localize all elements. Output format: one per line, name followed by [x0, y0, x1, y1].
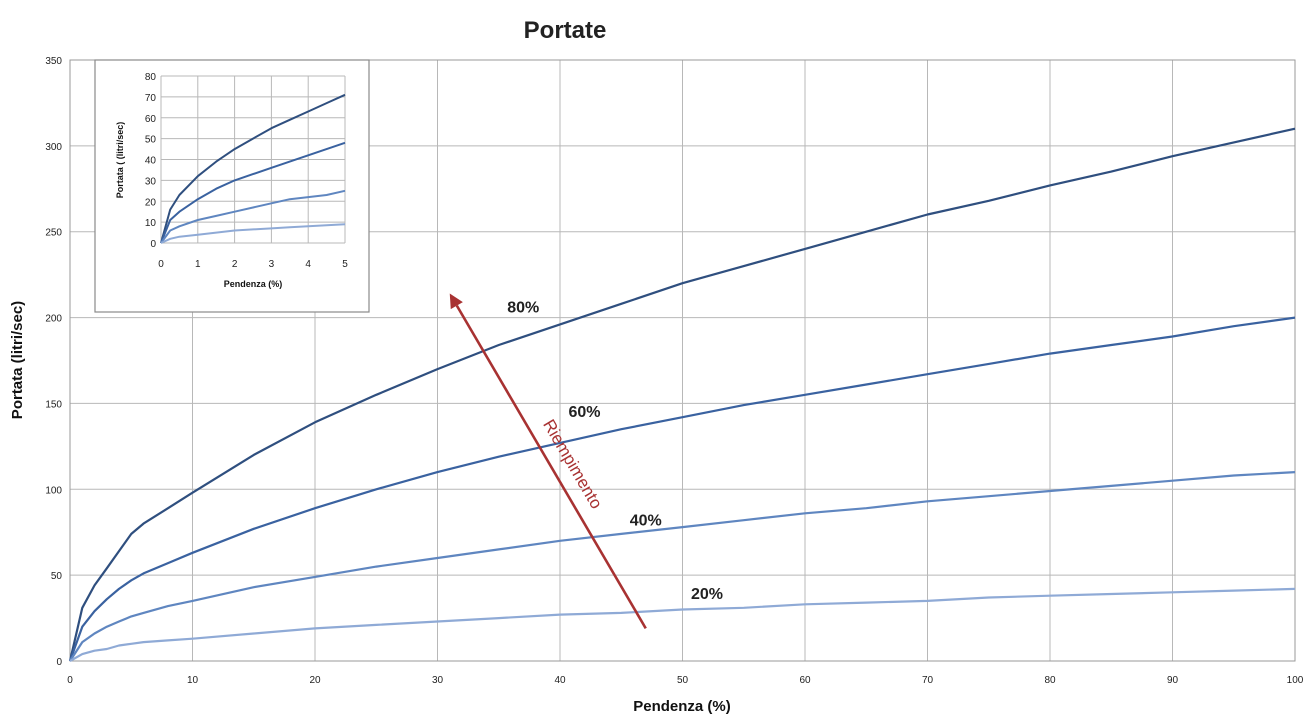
inset-x-tick-label: 1 — [195, 259, 201, 270]
main-series — [68, 127, 1296, 662]
x-tick-label: 80 — [1044, 675, 1056, 686]
inset-y-tick-label: 20 — [145, 197, 157, 208]
y-tick-label: 350 — [45, 56, 62, 67]
inset-y-tick-label: 10 — [145, 218, 157, 229]
series-label-20pct: 20% — [691, 586, 723, 603]
chart-title: Portate — [524, 17, 607, 44]
inset-y-tick-label: 50 — [145, 135, 157, 146]
inset-x-tick-label: 3 — [269, 259, 275, 270]
inset-x-tick-label: 5 — [342, 259, 348, 270]
x-tick-label: 10 — [187, 675, 199, 686]
series-label-60pct: 60% — [568, 404, 600, 421]
arrow-shaft — [455, 304, 647, 630]
inset-x-tick-label: 2 — [232, 259, 238, 270]
inset-y-tick-label: 40 — [145, 156, 157, 167]
main-tick-labels: 0 10 20 30 40 50 60 70 80 90 100050100150200250300… — [45, 56, 1303, 686]
inset-series — [160, 93, 346, 244]
y-tick-label: 150 — [45, 399, 62, 410]
inset-series-line — [160, 189, 346, 244]
arrow-head — [449, 293, 463, 310]
x-tick-label: 40 — [554, 675, 566, 686]
plot-frame — [69, 59, 1296, 662]
y-tick-label: 300 — [45, 142, 62, 153]
x-tick-label: 30 — [432, 675, 444, 686]
series-labels: 80% 60% 40% 20% — [507, 299, 723, 603]
y-tick-label: 100 — [45, 485, 62, 496]
inset-frame — [94, 59, 370, 313]
inset-x-tick-label: 0 — [158, 259, 164, 270]
inset-y-axis-label: Portata ( (litri/sec) — [115, 122, 125, 199]
inset-x-tick-label: 4 — [305, 259, 311, 270]
inset-series-line — [160, 93, 346, 244]
inset-y-tick-label: 0 — [150, 239, 156, 250]
series-line-60pct — [68, 316, 1296, 662]
y-tick-label: 50 — [51, 571, 63, 582]
inset-grid — [160, 75, 346, 244]
y-tick-label: 200 — [45, 314, 62, 325]
inset-series-line — [160, 141, 346, 244]
series-label-40pct: 40% — [630, 512, 662, 529]
inset-series-line — [160, 223, 346, 244]
inset-y-tick-label: 60 — [145, 114, 157, 125]
x-tick-label: 90 — [1167, 675, 1179, 686]
inset-y-tick-label: 80 — [145, 72, 157, 83]
x-tick-label: 100 — [1287, 675, 1304, 686]
x-tick-label: 20 — [309, 675, 321, 686]
x-tick-label: 50 — [677, 675, 689, 686]
inset-x-axis-label: Pendenza (%) — [224, 279, 283, 289]
y-tick-label: 250 — [45, 228, 62, 239]
y-axis-label: Portata (litri/sec) — [9, 301, 26, 419]
series-label-80pct: 80% — [507, 299, 539, 316]
inset-y-tick-label: 70 — [145, 93, 157, 104]
x-axis-label: Pendenza (%) — [633, 698, 731, 715]
x-tick-label: 70 — [922, 675, 934, 686]
inset-y-tick-label: 30 — [145, 176, 157, 187]
series-line-80pct — [68, 127, 1296, 662]
y-tick-label: 0 — [56, 657, 62, 668]
series-line-20pct — [69, 587, 1296, 662]
x-tick-label: 0 — [67, 675, 73, 686]
x-tick-label: 60 — [799, 675, 811, 686]
series-line-40pct — [69, 471, 1296, 662]
